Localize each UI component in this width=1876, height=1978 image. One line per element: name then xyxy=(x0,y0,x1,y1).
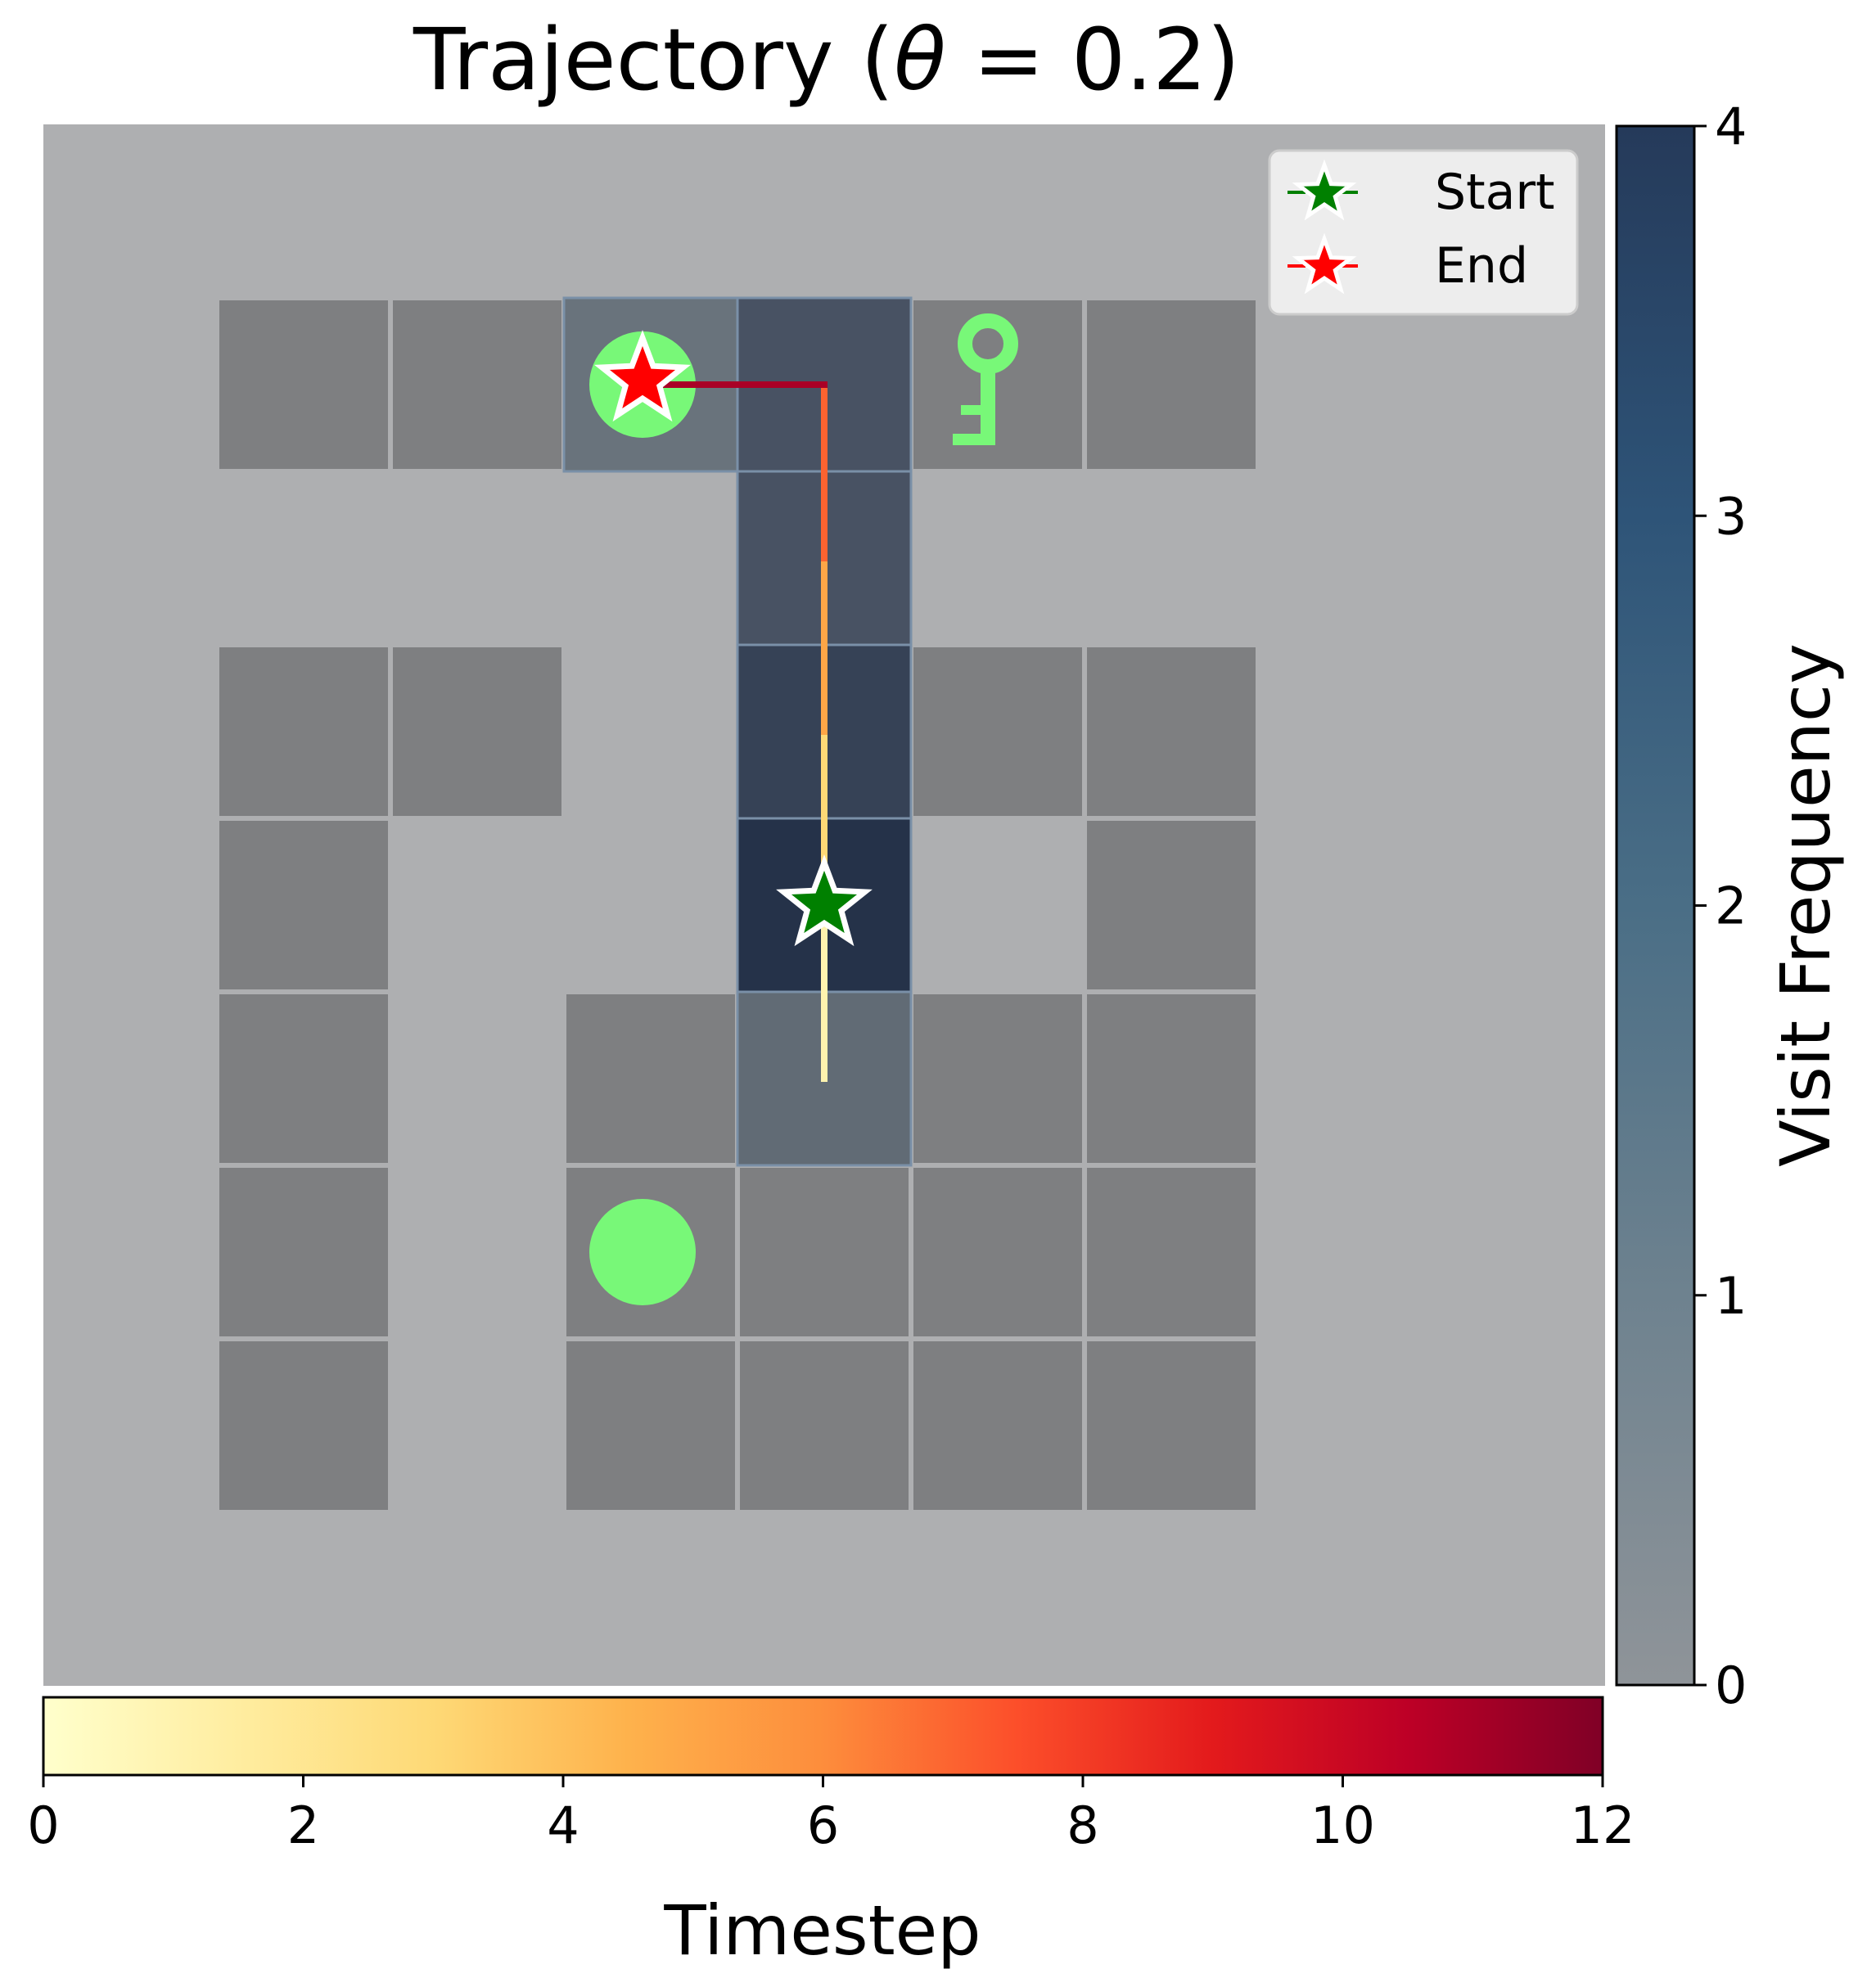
title-theta-symbol: θ xyxy=(894,10,946,110)
timestep-tick-label: 4 xyxy=(547,1796,579,1855)
wall-cell xyxy=(740,1341,909,1510)
legend-end-label: End xyxy=(1435,237,1528,295)
key-icon-tooth-top xyxy=(961,405,994,415)
wall-cell xyxy=(1087,647,1256,816)
wall-cell xyxy=(219,647,388,816)
wall-cell xyxy=(1087,994,1256,1163)
title-suffix: = 0.2) xyxy=(945,10,1240,110)
wall-cell xyxy=(219,300,388,469)
visit-frequency-axis-label: Visit Frequency xyxy=(1766,643,1846,1167)
visit-frequency-tick-label: 2 xyxy=(1715,876,1747,936)
wall-cell xyxy=(219,1168,388,1336)
visit-frequency-tick-label: 4 xyxy=(1715,97,1747,156)
visit-frequency-tick-label: 0 xyxy=(1715,1656,1747,1715)
visit-frequency-colorbar-gradient xyxy=(1615,124,1696,1687)
start-star-icon xyxy=(776,854,873,947)
wall-cell xyxy=(219,1341,388,1510)
timestep-tick-label: 6 xyxy=(807,1796,839,1855)
wall-cell xyxy=(393,300,561,469)
wall-cell xyxy=(1087,1341,1256,1510)
end-star-icon xyxy=(594,330,691,422)
legend-start-star-icon xyxy=(1292,159,1357,221)
wall-cell xyxy=(1087,1168,1256,1336)
goal-circle xyxy=(589,1199,696,1305)
trajectory-markers xyxy=(594,330,873,947)
wall-cell xyxy=(913,647,1082,816)
legend-end-star-icon xyxy=(1292,232,1357,295)
timestep-tick-label: 2 xyxy=(287,1796,319,1855)
wall-cell xyxy=(219,994,388,1163)
wall-cell xyxy=(393,647,561,816)
title-prefix: Trajectory ( xyxy=(413,10,895,110)
visit-frequency-tick-label: 1 xyxy=(1715,1266,1747,1326)
key-icon xyxy=(953,313,1018,445)
wall-cell xyxy=(1087,821,1256,989)
legend-entry-end: End xyxy=(1287,232,1528,295)
wall-cell xyxy=(566,994,735,1163)
wall-cell xyxy=(566,1341,735,1510)
chart-title: Trajectory (θ = 0.2) xyxy=(0,10,1653,110)
timestep-tick-label: 12 xyxy=(1571,1796,1635,1855)
key-icon-tooth-bottom xyxy=(953,434,994,445)
wall-cell xyxy=(740,1168,909,1336)
timestep-tick-label: 0 xyxy=(27,1796,59,1855)
wall-cell xyxy=(913,1341,1082,1510)
wall-cell xyxy=(913,1168,1082,1336)
timestep-colorbar-gradient xyxy=(42,1696,1604,1777)
timestep-tick-label: 8 xyxy=(1067,1796,1098,1855)
timestep-axis-label: Timestep xyxy=(663,1890,981,1971)
visit-frequency-colorbar: 0 1 2 3 4 Visit Frequency xyxy=(1615,97,1846,1715)
legend-entry-start: Start xyxy=(1287,159,1555,221)
wall-cell xyxy=(1087,300,1256,469)
legend-start-label: Start xyxy=(1435,164,1555,221)
wall-cell xyxy=(219,821,388,989)
timestep-colorbar: 0 2 4 6 8 10 12 Timestep xyxy=(27,1696,1635,1971)
visit-frequency-tick-label: 3 xyxy=(1715,486,1747,546)
trajectory-path xyxy=(647,381,828,1082)
timestep-tick-label: 10 xyxy=(1310,1796,1375,1855)
wall-cell xyxy=(913,994,1082,1163)
legend: Start End xyxy=(1268,149,1579,316)
